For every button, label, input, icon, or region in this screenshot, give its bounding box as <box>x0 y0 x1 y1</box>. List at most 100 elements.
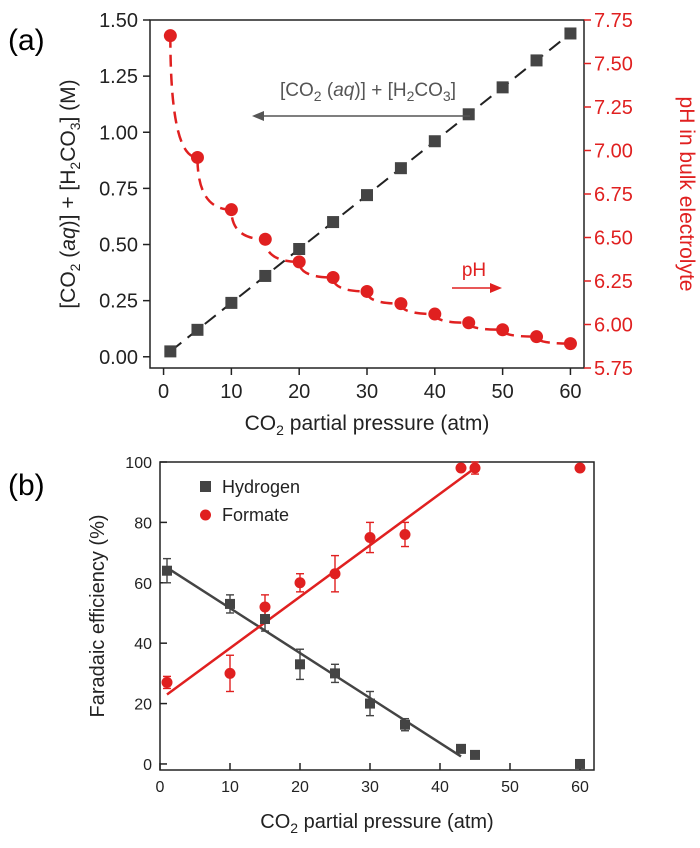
b-x-tick-label: 30 <box>361 779 379 796</box>
panel-b-data-points <box>161 462 586 769</box>
a-x-tick-label: 60 <box>559 381 581 403</box>
b-y-tick-label: 60 <box>134 576 152 593</box>
a-concentration-point <box>225 296 238 309</box>
panel-b-x-axis-title: CO2 partial pressure (atm) <box>260 811 493 836</box>
panel-b-fit-lines <box>166 467 476 758</box>
b-x-tick-label: 60 <box>571 779 589 796</box>
a-y-right-tick-label: 7.00 <box>594 141 633 163</box>
panel-b: (b) 0 10 20 30 40 50 60 0 20 40 60 80 100 CO2 parti… <box>8 455 595 836</box>
panel-a-data-points <box>163 27 577 358</box>
b-x-tick-label: 40 <box>431 779 449 796</box>
a-y-right-tick-label: 7.50 <box>594 54 633 76</box>
a-x-tick-label: 20 <box>288 381 310 403</box>
panel-a-x-axis-title: CO2 partial pressure (atm) <box>245 412 490 438</box>
a-y-left-tick-label: 1.50 <box>99 10 138 32</box>
b-hydrogen-point <box>225 598 235 609</box>
panel-b-xlabel-rest: partial pressure (atm) <box>298 811 494 833</box>
a-ph-point <box>190 150 204 164</box>
b-hydrogen-point <box>260 614 270 625</box>
panel-a-label: (a) <box>8 24 45 57</box>
a-concentration-point <box>564 27 577 40</box>
a-y-right-tick-label: 7.25 <box>594 97 633 119</box>
panel-b-xlabel-main: CO <box>260 811 290 833</box>
b-formate-point <box>224 667 236 679</box>
panel-a-xlabel-rest: partial pressure (atm) <box>284 412 489 435</box>
a-concentration-point <box>428 135 441 148</box>
panel-b-xlabel-sub: 2 <box>290 820 298 836</box>
b-y-tick-label: 20 <box>134 697 152 714</box>
panel-a-y-axis-left-title: [CO2 (aq)] + [H2CO3] (M) <box>57 79 83 308</box>
b-y-tick-label: 40 <box>134 636 152 653</box>
b-y-tick-label: 0 <box>143 757 152 774</box>
panel-b-x-axis: 0 10 20 30 40 50 60 <box>156 763 589 796</box>
a-concentration-point <box>530 54 543 67</box>
a-y-left-tick-label: 0.25 <box>99 291 138 313</box>
a-y-left-tick-label: 0.75 <box>99 178 138 200</box>
panel-a-y-axis-right: 5.75 6.00 6.25 6.50 6.75 7.00 7.25 7.50 7.75 <box>584 10 633 380</box>
b-formate-point <box>259 601 271 613</box>
a-y-right-tick-label: 6.25 <box>594 271 633 293</box>
a-y-left-tick-label: 1.00 <box>99 122 138 144</box>
b-hydrogen-point <box>456 743 466 754</box>
panel-a-xlabel-sub: 2 <box>276 422 284 438</box>
b-formate-point <box>294 577 306 589</box>
panel-b-y-axis-title: Faradaic efficiency (%) <box>87 514 109 717</box>
panel-a-xlabel-main: CO <box>245 412 277 435</box>
a-ph-point <box>394 297 408 311</box>
panel-a-x-axis: 0 10 20 30 40 50 60 <box>158 368 582 403</box>
a-concentration-point <box>496 81 509 94</box>
a-x-tick-label: 40 <box>424 381 446 403</box>
a-y-left-tick-label: 1.25 <box>99 66 138 88</box>
b-y-tick-label: 80 <box>134 515 152 532</box>
b-x-tick-label: 10 <box>221 779 239 796</box>
a-concentration-point <box>164 345 177 358</box>
a-y-right-tick-label: 6.00 <box>594 315 633 337</box>
b-formate-point <box>574 462 586 474</box>
a-ph-point <box>496 323 510 337</box>
a-concentration-point <box>462 108 475 121</box>
a-ph-point <box>258 232 272 246</box>
b-hydrogen-point <box>162 565 172 576</box>
a-x-tick-label: 0 <box>158 381 169 403</box>
b-y-tick-label: 100 <box>125 455 152 472</box>
b-formate-point <box>161 676 173 688</box>
b-hydrogen-point <box>575 758 585 769</box>
a-ph-point <box>428 307 442 321</box>
b-formate-point <box>364 531 376 543</box>
b-hydrogen-point <box>330 668 340 679</box>
annotation-ph-arrowhead <box>490 283 502 293</box>
a-y-right-tick-label: 6.50 <box>594 228 633 250</box>
panel-a-y-axis-left: 0.00 0.25 0.50 0.75 1.00 1.25 1.50 <box>99 10 150 369</box>
b-formate-point <box>469 462 481 474</box>
a-ph-point <box>292 255 306 269</box>
legend-formate-label: Formate <box>222 505 289 525</box>
a-concentration-point <box>191 323 204 336</box>
a-concentration-point <box>259 269 272 282</box>
a-concentration-point <box>361 189 373 202</box>
a-concentration-point <box>327 216 340 229</box>
a-x-tick-label: 50 <box>492 381 514 403</box>
legend-hydrogen-marker <box>200 481 211 492</box>
a-x-tick-label: 30 <box>356 381 378 403</box>
a-y-right-tick-label: 5.75 <box>594 358 633 380</box>
panel-a: (a) 0 10 20 30 40 50 60 0.00 0.25 0.50 0.75 1.00 1.… <box>8 10 698 438</box>
a-y-right-tick-label: 6.75 <box>594 184 633 206</box>
a-concentration-point <box>293 243 306 256</box>
b-formate-point <box>455 462 467 474</box>
a-ph-dashed-curve <box>169 35 571 345</box>
b-hydrogen-point <box>470 749 480 760</box>
a-ph-point <box>326 271 340 285</box>
b-hydrogen-point <box>365 698 375 709</box>
panel-b-y-axis: 0 20 40 60 80 100 <box>125 455 167 774</box>
annotation-ph: pH <box>452 260 502 293</box>
b-x-tick-label: 20 <box>291 779 309 796</box>
annotation-concentration: [CO2 (aq)] + [H2CO3] <box>252 80 470 121</box>
b-formate-point <box>399 528 411 540</box>
b-x-tick-label: 50 <box>501 779 519 796</box>
a-y-right-tick-label: 7.75 <box>594 10 633 32</box>
a-x-tick-label: 10 <box>220 381 242 403</box>
annotation-ph-label: pH <box>462 260 486 281</box>
b-formate-fit-line <box>166 467 476 696</box>
a-ph-point <box>360 284 374 298</box>
